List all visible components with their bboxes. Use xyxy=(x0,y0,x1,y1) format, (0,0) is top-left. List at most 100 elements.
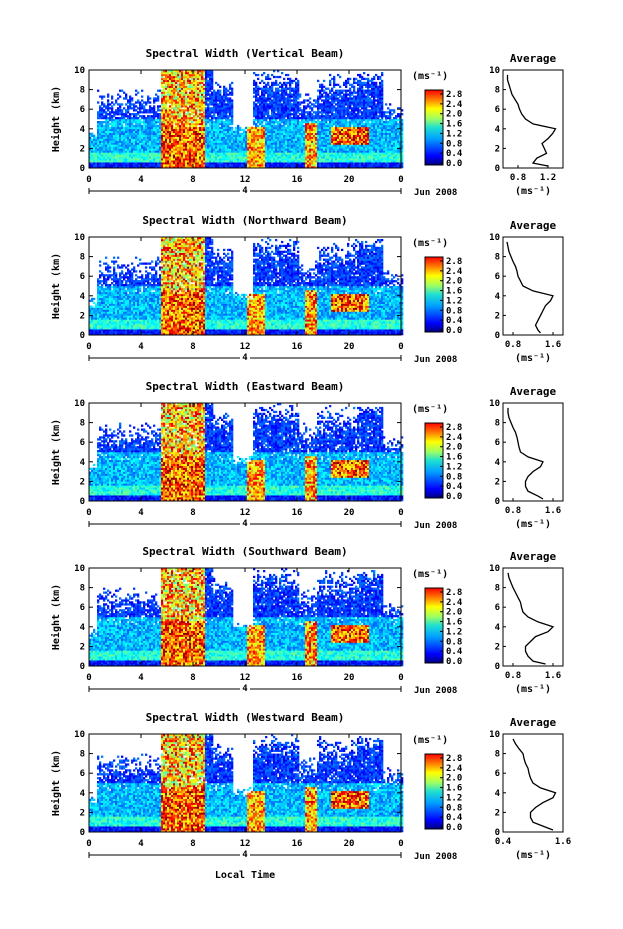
heatmap-cell xyxy=(323,119,326,122)
heatmap-cell xyxy=(263,95,266,98)
heatmap-cell xyxy=(215,117,218,120)
heatmap-cell xyxy=(165,138,168,141)
heatmap-cell xyxy=(197,130,200,134)
heatmap-cell xyxy=(155,121,158,124)
heatmap-cell xyxy=(217,107,220,110)
heatmap-cell xyxy=(105,136,108,139)
heatmap-cell xyxy=(321,122,324,126)
heatmap-cell xyxy=(261,162,264,165)
heatmap-cell xyxy=(307,119,310,122)
heatmap-cell xyxy=(235,150,238,153)
heatmap-cell xyxy=(333,122,336,126)
heatmap-cell xyxy=(91,138,94,141)
heatmap-cell xyxy=(147,144,150,147)
heatmap-cell xyxy=(235,130,238,134)
heatmap-cell xyxy=(181,105,184,108)
heatmap-cell xyxy=(195,124,198,128)
heatmap-cell xyxy=(313,136,316,139)
heatmap-cell xyxy=(281,148,284,151)
heatmap-cell xyxy=(295,140,298,143)
heatmap-cell xyxy=(143,119,146,122)
heatmap-cell xyxy=(125,97,128,100)
heatmap-cell xyxy=(289,87,292,90)
heatmap-cell xyxy=(347,148,350,151)
heatmap-cell xyxy=(265,109,268,112)
heatmap-cell xyxy=(105,130,108,134)
heatmap-cell xyxy=(101,160,104,163)
heatmap-cell xyxy=(137,122,140,126)
heatmap-cell xyxy=(121,156,124,159)
heatmap-cell xyxy=(223,150,226,153)
heatmap-cell xyxy=(341,142,344,145)
heatmap-cell xyxy=(253,132,256,135)
heatmap-cell xyxy=(125,164,128,167)
heatmap-cell xyxy=(107,109,110,112)
heatmap-cell xyxy=(325,115,328,118)
heatmap-cell xyxy=(211,107,214,110)
heatmap-cell xyxy=(163,89,166,92)
heatmap-cell xyxy=(161,146,164,149)
heatmap-cell xyxy=(153,115,156,118)
heatmap-cell xyxy=(289,132,292,135)
heatmap-cell xyxy=(351,158,354,161)
heatmap-cell xyxy=(199,109,202,112)
heatmap-cell xyxy=(295,97,298,100)
heatmap-cell xyxy=(275,89,278,92)
heatmap-cell xyxy=(125,103,128,106)
heatmap-cell xyxy=(305,99,308,102)
heatmap-cell xyxy=(225,144,228,147)
heatmap-cell xyxy=(107,117,110,120)
heatmap-cell xyxy=(281,117,284,120)
heatmap-cell xyxy=(99,154,102,157)
heatmap-cell xyxy=(271,83,274,86)
heatmap-cell xyxy=(349,142,352,145)
heatmap-cell xyxy=(353,87,356,90)
heatmap-cell xyxy=(295,103,298,106)
heatmap-cell xyxy=(245,132,248,135)
heatmap-cell xyxy=(89,148,92,151)
heatmap-cell xyxy=(171,150,174,153)
heatmap-cell xyxy=(157,89,160,92)
heatmap-cell xyxy=(211,122,214,126)
heatmap-cell xyxy=(187,97,190,100)
heatmap-cell xyxy=(121,128,124,132)
heatmap-cell xyxy=(277,124,280,128)
heatmap-cell xyxy=(229,136,232,139)
heatmap-cell xyxy=(103,109,106,112)
heatmap-cell xyxy=(247,156,250,159)
heatmap-cell xyxy=(239,140,242,143)
heatmap-cell xyxy=(181,97,184,100)
heatmap-cell xyxy=(153,109,156,112)
heatmap-cell xyxy=(273,134,276,137)
heatmap-cell xyxy=(281,136,284,139)
heatmap-cell xyxy=(289,126,292,130)
heatmap-cell xyxy=(151,107,154,110)
heatmap-cell xyxy=(257,154,260,157)
heatmap-cell xyxy=(143,132,146,135)
heatmap-cell xyxy=(183,93,186,96)
heatmap-cell xyxy=(327,134,330,137)
heatmap-cell xyxy=(261,122,264,126)
heatmap-cell xyxy=(125,109,128,112)
heatmap-cell xyxy=(131,128,134,132)
heatmap-cell xyxy=(175,79,178,83)
heatmap-cell xyxy=(321,158,324,161)
heatmap-cell xyxy=(317,138,320,141)
heatmap-cell xyxy=(303,144,306,147)
heatmap-cell xyxy=(139,101,142,104)
heatmap-cell xyxy=(173,164,176,167)
heatmap-cell xyxy=(127,111,130,114)
heatmap-cell xyxy=(105,152,108,155)
heatmap-cell xyxy=(257,111,260,114)
heatmap-cell xyxy=(159,122,162,126)
heatmap-cell xyxy=(221,156,224,159)
heatmap-cell xyxy=(177,152,180,155)
heatmap-cell xyxy=(103,103,106,106)
heatmap-cell xyxy=(287,99,290,102)
heatmap-cell xyxy=(287,150,290,153)
heatmap-cell xyxy=(167,87,170,90)
heatmap-cell xyxy=(315,115,318,118)
heatmap-cell xyxy=(219,111,222,114)
heatmap-cell xyxy=(329,103,332,106)
heatmap-cell xyxy=(331,154,334,157)
